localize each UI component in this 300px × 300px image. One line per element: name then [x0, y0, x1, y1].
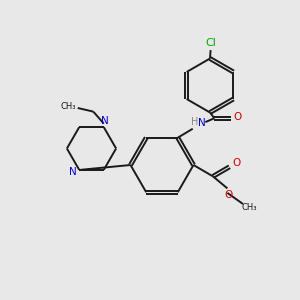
Text: N: N — [69, 167, 76, 177]
Text: O: O — [233, 112, 242, 122]
Text: H: H — [191, 117, 198, 127]
Text: O: O — [225, 190, 233, 200]
Text: N: N — [100, 116, 108, 126]
Text: CH₃: CH₃ — [242, 203, 257, 212]
Text: N: N — [199, 118, 206, 128]
Text: CH₃: CH₃ — [60, 102, 76, 111]
Text: Cl: Cl — [206, 38, 217, 49]
Text: O: O — [232, 158, 240, 168]
